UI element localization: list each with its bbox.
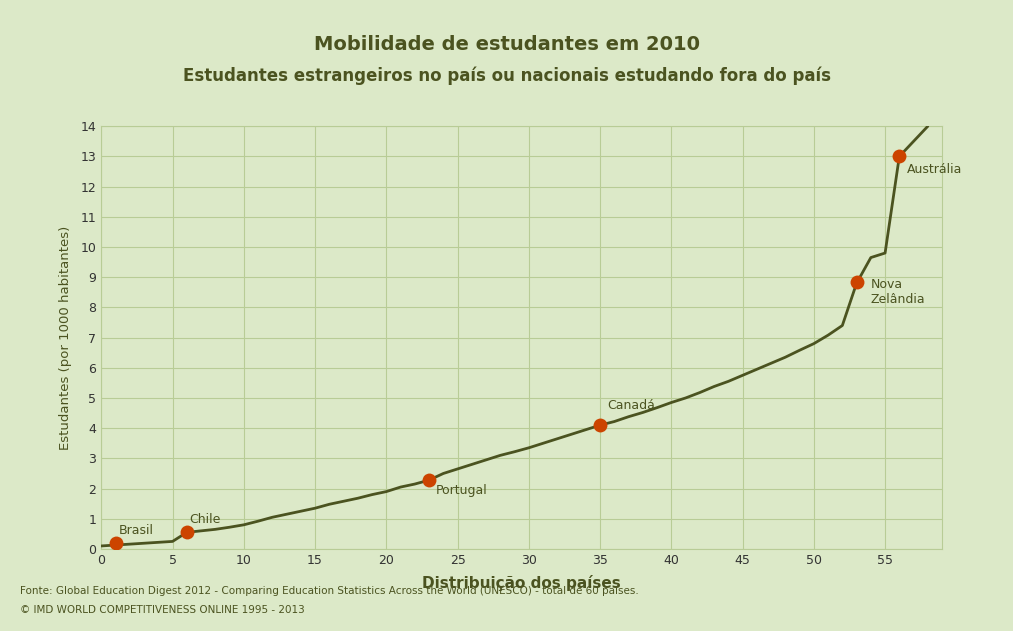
- Text: © IMD WORLD COMPETITIVENESS ONLINE 1995 - 2013: © IMD WORLD COMPETITIVENESS ONLINE 1995 …: [20, 605, 305, 615]
- Text: Estudantes estrangeiros no país ou nacionais estudando fora do país: Estudantes estrangeiros no país ou nacio…: [182, 66, 831, 85]
- Text: Canadá: Canadá: [607, 399, 655, 411]
- Text: Nova
Zelândia: Nova Zelândia: [871, 278, 926, 306]
- Text: Brasil: Brasil: [119, 524, 153, 537]
- Text: Fonte: Global Education Digest 2012 - Comparing Education Statistics Across the : Fonte: Global Education Digest 2012 - Co…: [20, 586, 639, 596]
- Text: Portugal: Portugal: [437, 484, 488, 497]
- Y-axis label: Estudantes (por 1000 habitantes): Estudantes (por 1000 habitantes): [59, 225, 72, 450]
- Text: Austrália: Austrália: [907, 163, 961, 176]
- Text: Mobilidade de estudantes em 2010: Mobilidade de estudantes em 2010: [313, 35, 700, 54]
- X-axis label: Distribuição dos países: Distribuição dos países: [422, 575, 621, 591]
- Text: Chile: Chile: [189, 514, 221, 526]
